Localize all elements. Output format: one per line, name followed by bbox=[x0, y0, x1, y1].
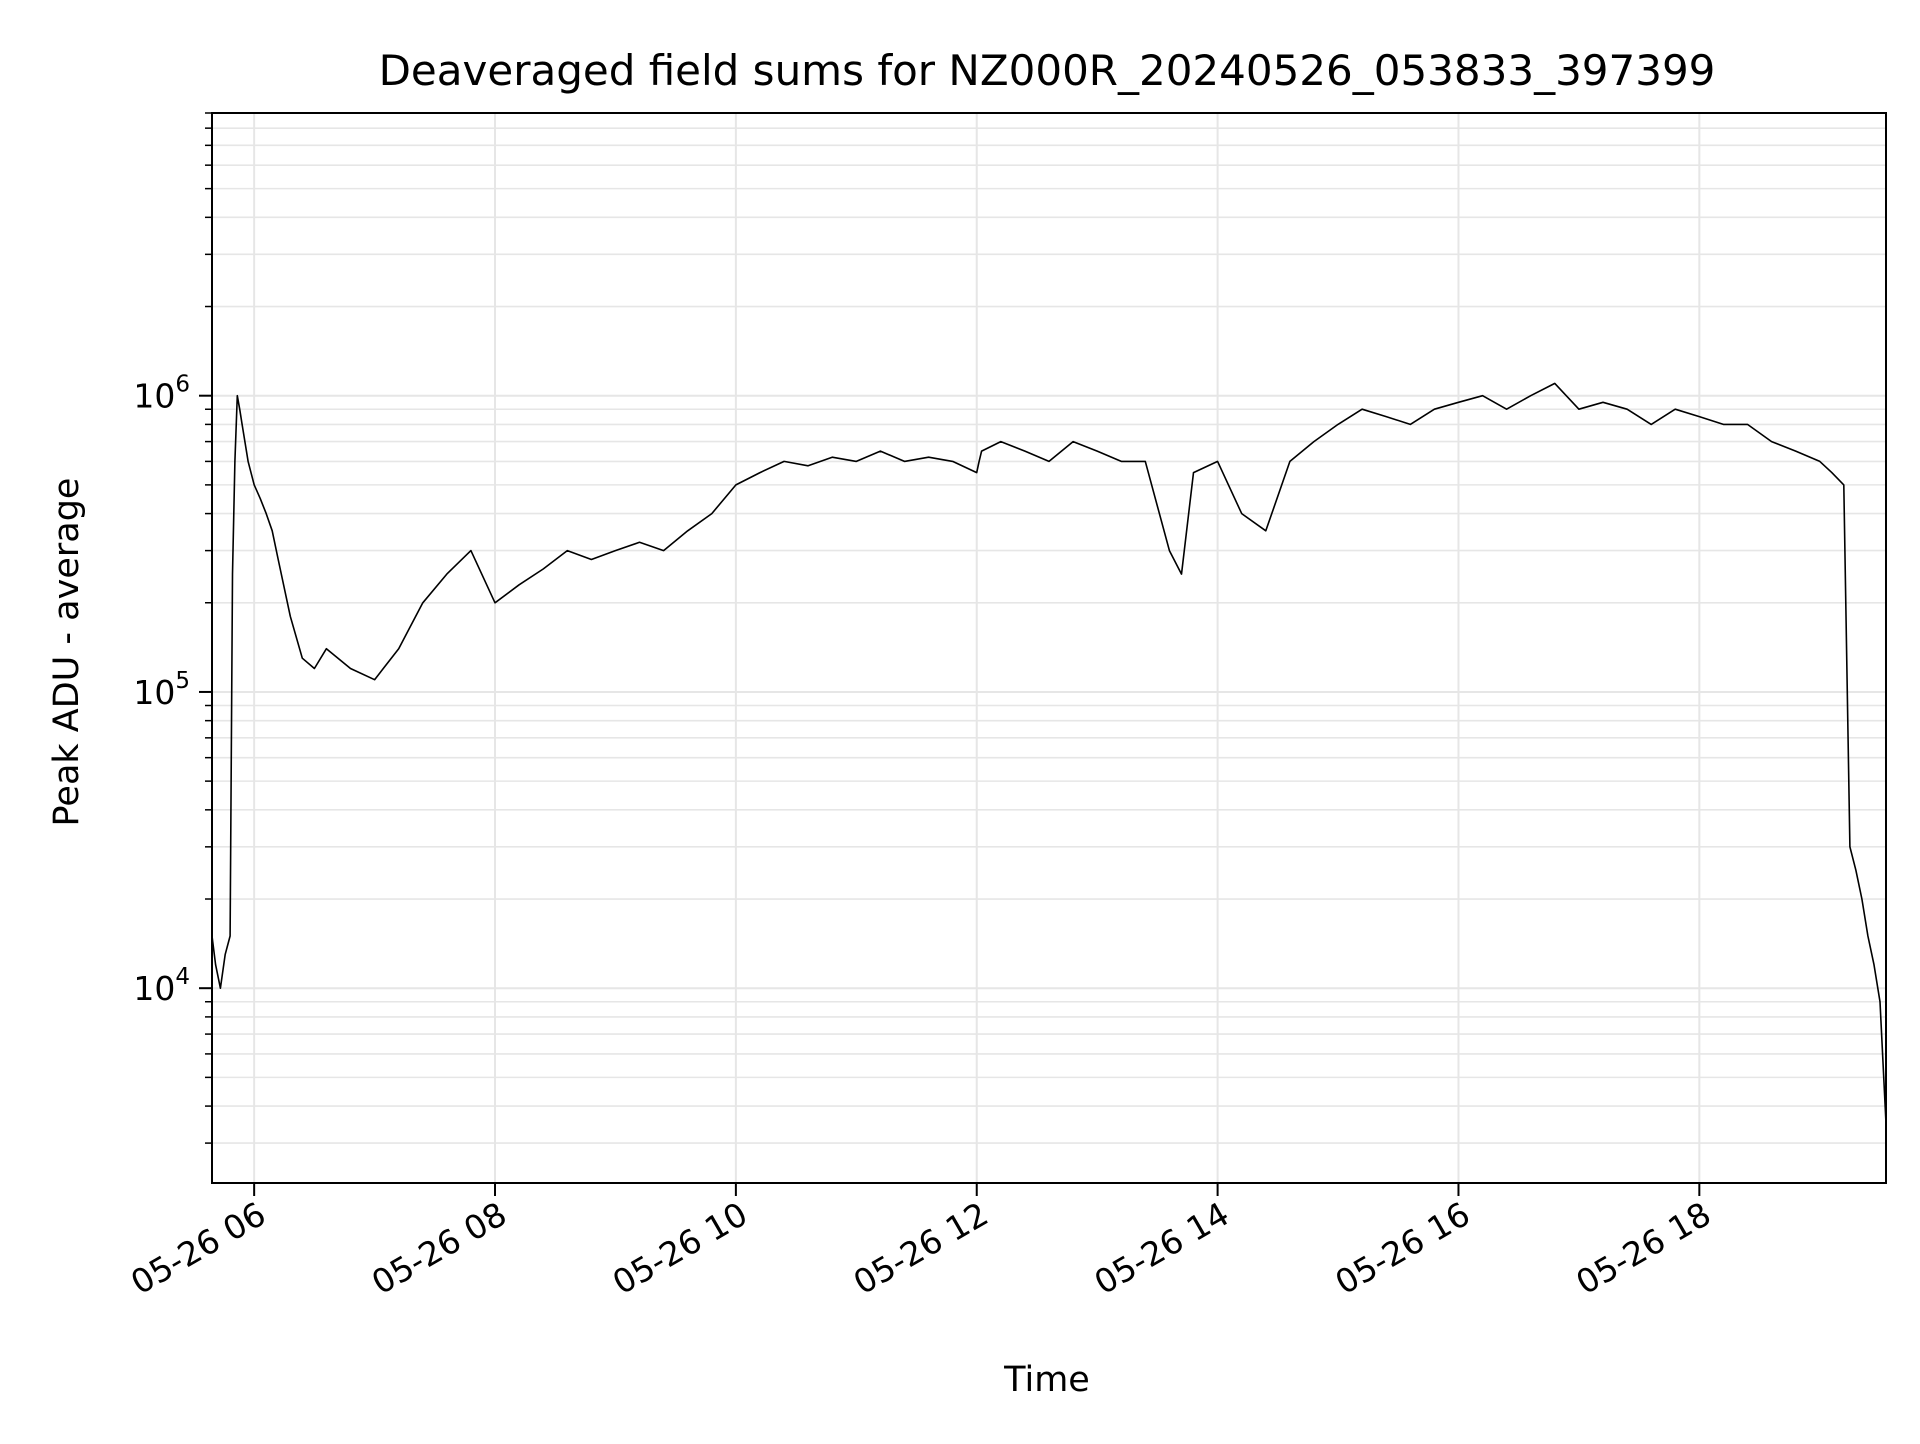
y-tick-exponent: 6 bbox=[175, 372, 190, 398]
y-tick-base: 10 bbox=[133, 673, 175, 712]
x-axis-label: Time bbox=[1003, 1360, 1090, 1400]
y-axis-label: Peak ADU - average bbox=[47, 478, 87, 827]
y-tick-base: 10 bbox=[133, 377, 175, 416]
data-layer bbox=[211, 382, 1887, 1124]
series-line bbox=[211, 382, 1887, 1124]
chart-title: Deaveraged field sums for NZ000R_2024052… bbox=[379, 46, 1716, 95]
y-tick-exponent: 4 bbox=[175, 964, 190, 990]
y-tick-label: 105 bbox=[133, 668, 190, 712]
y-tick-label: 106 bbox=[133, 372, 190, 416]
y-tick-label: 104 bbox=[133, 964, 190, 1008]
plot-frame bbox=[211, 112, 1887, 1184]
y-tick-base: 10 bbox=[133, 969, 175, 1008]
y-tick-exponent: 5 bbox=[175, 668, 190, 694]
